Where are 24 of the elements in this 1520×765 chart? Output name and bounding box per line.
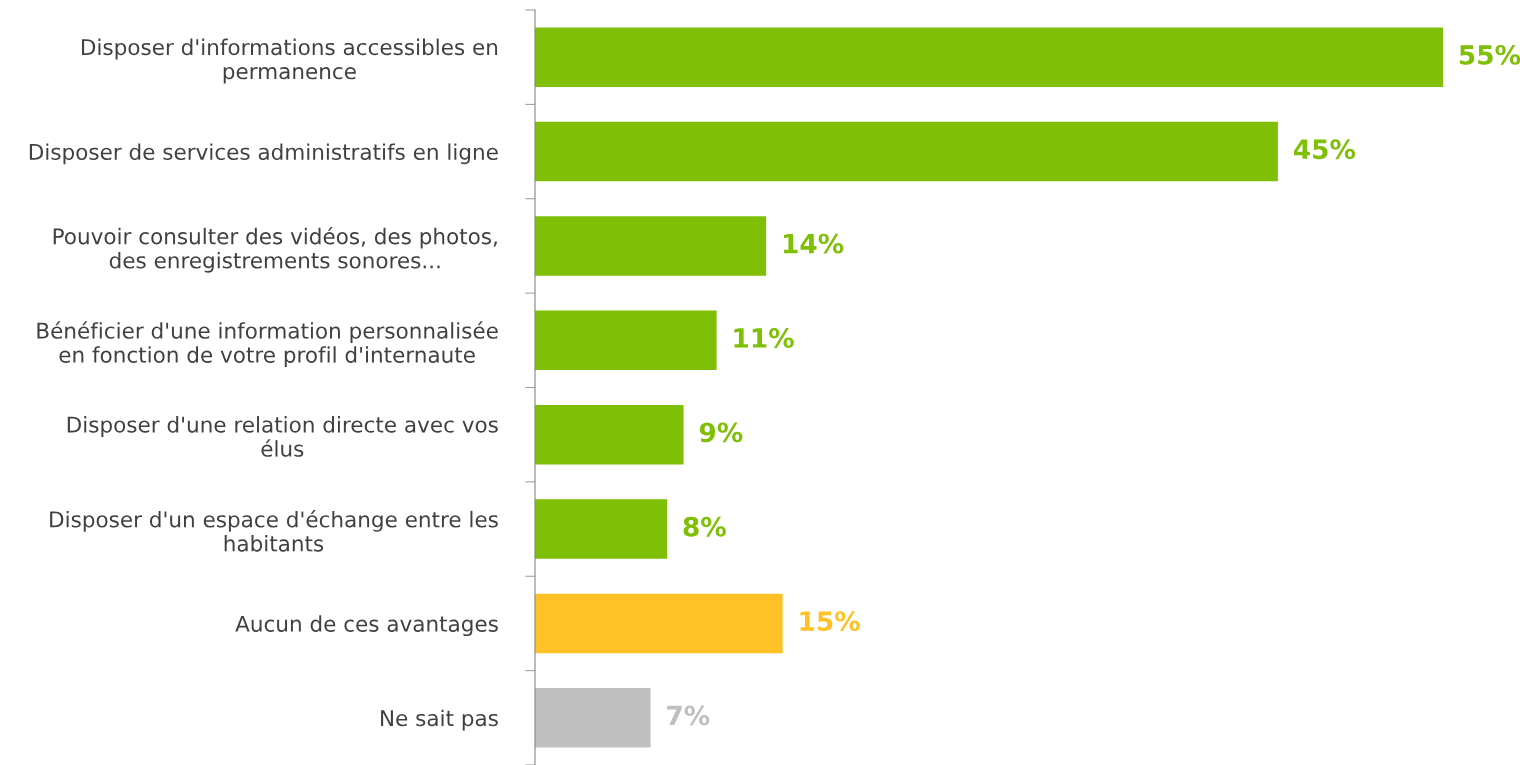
data-label: 7%: [667, 705, 710, 726]
y-tick-label: Disposer de services administratifs en ligne: [29, 143, 498, 165]
data-label: 11%: [734, 328, 794, 348]
bar: [535, 593, 783, 654]
data-label: 55%: [1459, 44, 1520, 65]
data-label: 45%: [1293, 139, 1356, 160]
y-tick-label: Disposer d'une relation directe avec vos élus: [67, 416, 498, 457]
bar: [535, 404, 684, 465]
data-label: 8%: [683, 516, 726, 537]
y-tick-label: Disposer d'informations accessibles en permanence: [81, 38, 498, 84]
bar: [535, 499, 668, 559]
y-tick-label: Pouvoir consulter des vidéos, des photos, des enregistrements sonores...: [53, 226, 497, 273]
data-label: 9%: [699, 422, 743, 443]
y-tick-label: Ne sait pas: [381, 709, 498, 731]
data-label: 15%: [800, 611, 860, 632]
bar: [535, 216, 767, 276]
bar: [535, 310, 717, 371]
y-tick-label: Aucun de ces avantages: [235, 615, 498, 637]
bar: [535, 121, 1278, 182]
data-label: 14%: [783, 233, 844, 254]
bar: [535, 688, 651, 748]
y-tick-label: Bénéficier d'une information personnalisée en fonction de votre profil d'internaute: [37, 321, 498, 368]
bar: [535, 27, 1443, 87]
y-tick-label: Disposer d'un espace d'échange entre les habitants: [50, 510, 498, 552]
